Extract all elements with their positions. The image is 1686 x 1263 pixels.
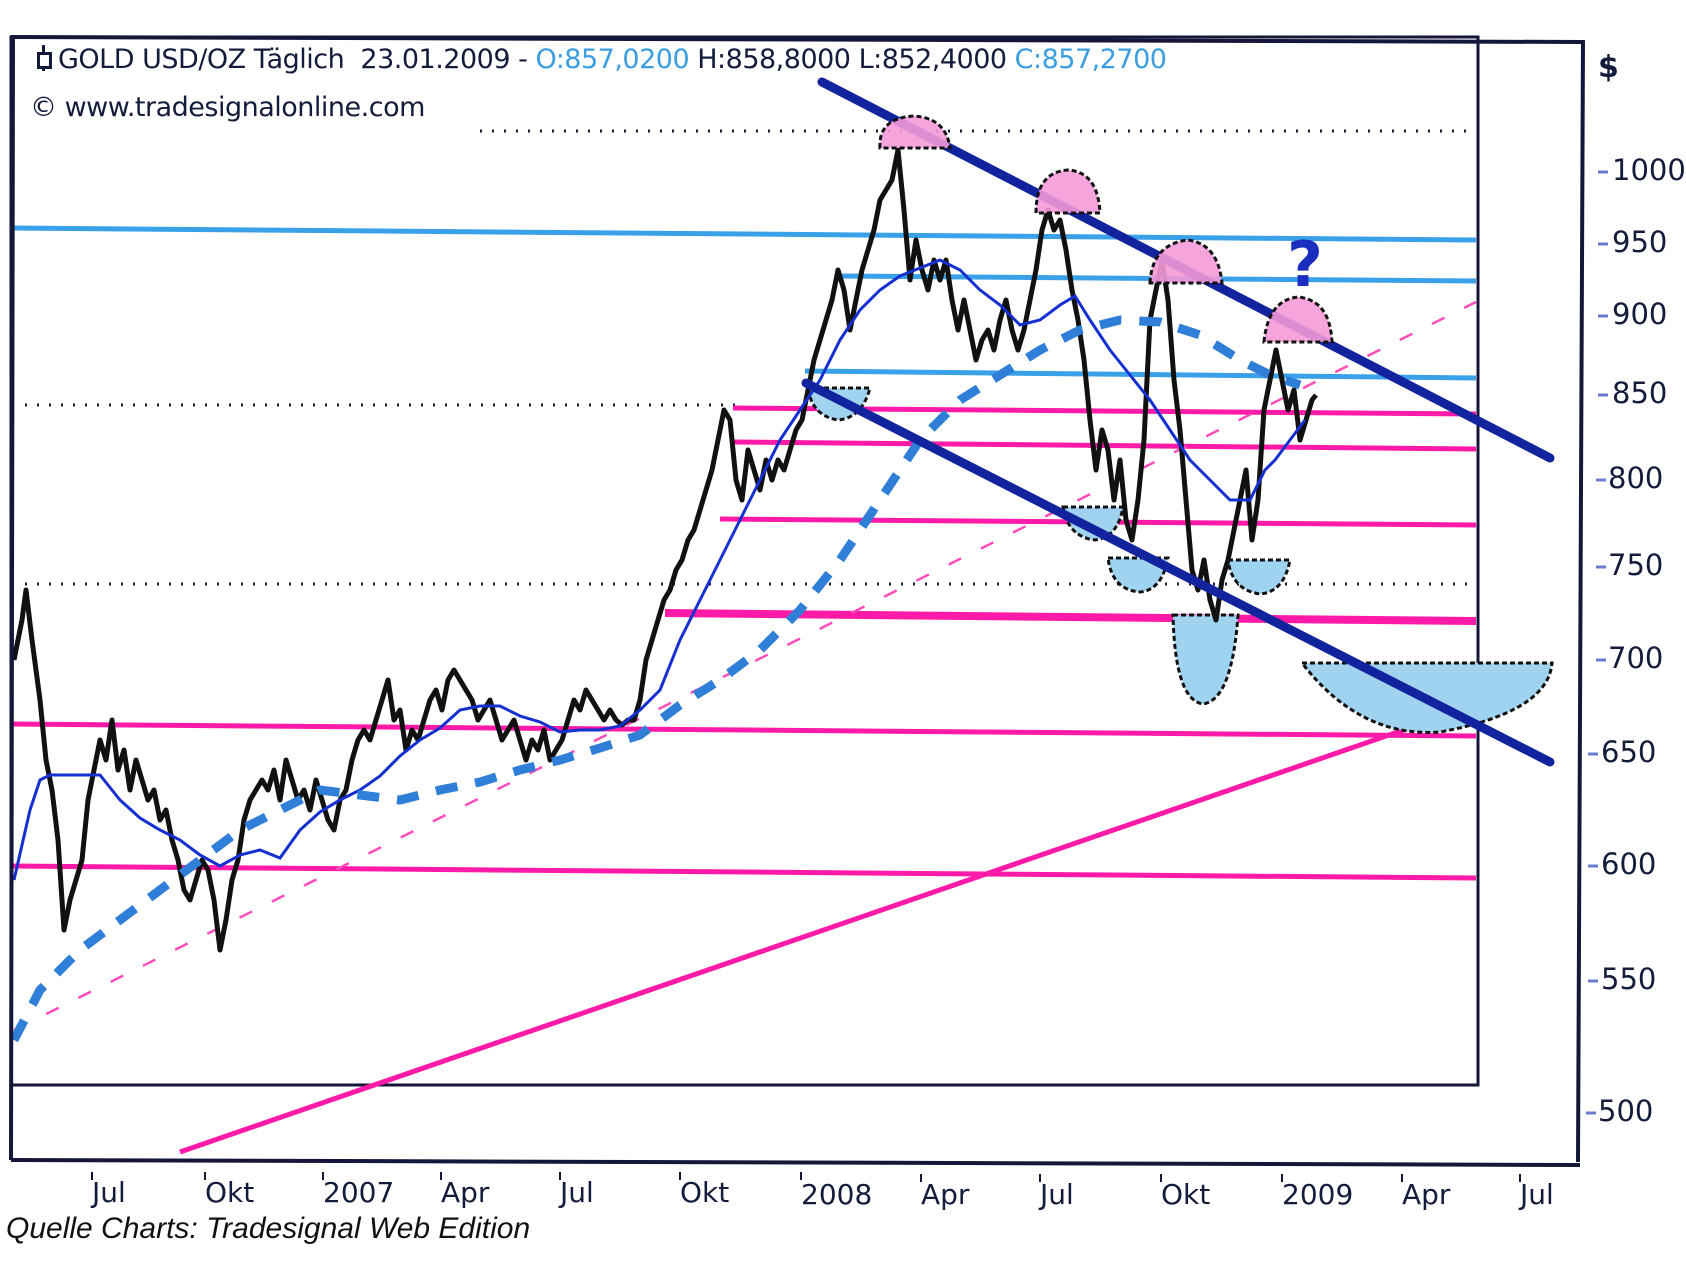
long-term-support-line [179,702,1477,1155]
y-tick-label: 650 [1601,735,1657,769]
x-tick-label: Jul [92,1176,126,1209]
top-frame-line [10,35,1584,44]
x-tick-label: 2007 [323,1176,395,1209]
copyright-label: © www.tradesignalonline.com [30,92,425,123]
open-value: O:857,0200 [535,44,690,75]
y-tick-label: 700 [1608,641,1664,675]
chart-header: GOLD USD/OZ Täglich 23.01.2009 - O:857,0… [36,44,1167,75]
y-tick-label: 750 [1608,548,1664,582]
top-markers [878,114,1334,344]
x-axis-ticks [91,1172,1521,1182]
x-tick-label: Jul [1040,1178,1074,1211]
lower-channel-line [801,378,1555,767]
close-value: C:857,2700 [1014,44,1167,75]
left-frame-line [9,36,15,1161]
y-tick-label: 500 [1598,1094,1654,1128]
low-value: L:852,4000 [858,44,1007,75]
y-tick-label: 550 [1601,962,1657,996]
interval-label: Täglich [253,44,345,75]
dotted-reference-lines [25,129,1476,586]
moving-average-slow [10,315,1302,1043]
x-tick-label: Okt [680,1176,730,1209]
y-tick-label: 600 [1601,847,1657,881]
y-tick-label: 950 [1612,225,1668,259]
candlestick-icon [36,45,52,71]
y-axis-line [1576,39,1585,1163]
y-tick-label: 1000 [1612,153,1686,187]
x-tick-label: Okt [205,1176,255,1209]
x-tick-label: 2008 [801,1178,873,1211]
question-mark-annotation: ? [1287,228,1323,301]
x-axis-line [10,1158,1581,1167]
y-tick-label: 800 [1608,461,1664,495]
x-tick-label: Apr [1402,1178,1451,1211]
instrument-name: GOLD USD/OZ [58,44,246,75]
moving-average-fast [12,258,1307,881]
y-tick-label: 900 [1612,297,1668,331]
x-tick-label: 2009 [1282,1178,1354,1211]
x-tick-label: Apr [921,1178,970,1211]
x-tick-label: Okt [1161,1178,1211,1211]
source-caption: Quelle Charts: Tradesignal Web Edition [6,1212,531,1245]
high-value: H:858,8000 [697,44,851,75]
y-tick-label: 850 [1612,376,1668,410]
x-tick-label: Jul [560,1176,594,1209]
x-tick-label: Jul [1520,1178,1554,1211]
x-tick-label: Apr [441,1176,490,1209]
price-line [11,147,1318,953]
y-axis-ticks [1586,170,1608,1115]
date-label: 23.01.2009 [360,44,510,75]
header-separator: - [518,44,528,75]
currency-label: $ [1598,50,1619,85]
